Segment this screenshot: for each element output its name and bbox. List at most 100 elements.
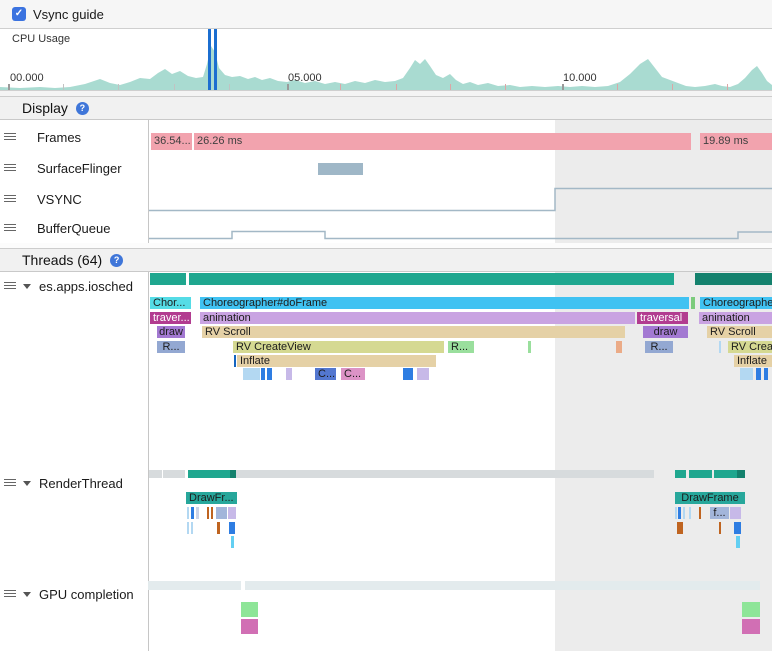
cpu-ticks-bar[interactable] xyxy=(63,84,64,90)
drag-handle-icon[interactable] xyxy=(4,163,16,173)
es-row6-bar[interactable] xyxy=(243,368,260,380)
es-row2-bar[interactable]: traver... xyxy=(150,312,191,324)
es-row1-bar[interactable]: Choreographer#doFrame xyxy=(700,297,772,309)
rt-row2-bar[interactable] xyxy=(675,507,677,519)
display-section-header[interactable]: Display ? xyxy=(0,96,772,120)
help-icon[interactable]: ? xyxy=(75,101,89,115)
cpu-ticks-bar[interactable] xyxy=(396,84,397,90)
thread-row-gpu-completion[interactable]: GPU completion xyxy=(0,584,148,604)
vsync-guide-checkbox[interactable]: ✓ xyxy=(12,7,26,21)
rt-row4-bar[interactable] xyxy=(736,536,740,548)
row-surfaceflinger[interactable]: SurfaceFlinger xyxy=(0,158,148,178)
frames-bar[interactable]: 26.26 ms xyxy=(194,133,691,150)
es-row4-bar[interactable]: R... xyxy=(448,341,474,353)
rt-row3-bar[interactable] xyxy=(719,522,721,534)
es-row1-bar[interactable]: Choreographer#doFrame xyxy=(200,297,689,309)
thread-row-renderthread[interactable]: RenderThread xyxy=(0,473,148,493)
rt-state-bar[interactable] xyxy=(188,470,230,478)
es-row3-bar[interactable]: draw xyxy=(157,326,185,338)
es-row2-bar[interactable]: animation xyxy=(200,312,635,324)
rt-state-bar[interactable] xyxy=(714,470,737,478)
es-row3-bar[interactable]: RV Scroll xyxy=(707,326,772,338)
rt-row1-bar[interactable]: DrawFr... xyxy=(186,492,237,504)
es-row5-bar[interactable] xyxy=(234,355,236,367)
rt-row3-bar[interactable] xyxy=(191,522,193,534)
surfaceflinger-bar[interactable] xyxy=(318,163,363,175)
gpu-boxes-bar[interactable] xyxy=(241,619,258,634)
rt-row3-bar[interactable] xyxy=(229,522,235,534)
threads-section-header[interactable]: Threads (64) ? xyxy=(0,248,772,272)
cpu-ticks-bar[interactable] xyxy=(118,84,119,90)
cpu-ticks-bar[interactable] xyxy=(505,84,506,90)
rt-row2-bar[interactable] xyxy=(216,507,227,519)
rt-state-bar[interactable] xyxy=(737,470,745,478)
gpu-boxes-bar[interactable] xyxy=(742,619,760,634)
es-state-bar[interactable] xyxy=(189,273,674,285)
es-row4-bar[interactable] xyxy=(528,341,531,353)
cpu-ticks-bar[interactable] xyxy=(340,84,341,90)
es-row4-bar[interactable] xyxy=(616,341,622,353)
help-icon[interactable]: ? xyxy=(110,253,124,267)
es-row6-bar[interactable] xyxy=(403,368,413,380)
es-row1-bar[interactable]: Chor... xyxy=(150,297,191,309)
es-row3-bar[interactable]: draw xyxy=(643,326,688,338)
rt-row2-bar[interactable] xyxy=(689,507,691,519)
collapse-arrow-icon[interactable] xyxy=(23,283,31,289)
rt-row3-bar[interactable] xyxy=(734,522,741,534)
drag-handle-icon[interactable] xyxy=(4,194,16,204)
cpu-ticks-bar[interactable] xyxy=(617,84,618,90)
rt-row2-bar[interactable] xyxy=(730,507,741,519)
cpu-ticks-bar[interactable] xyxy=(727,84,728,90)
es-row2-bar[interactable]: animation xyxy=(699,312,772,324)
collapse-arrow-icon[interactable] xyxy=(23,591,31,597)
es-row4-bar[interactable]: RV CreateView xyxy=(728,341,772,353)
rt-row2-bar[interactable] xyxy=(699,507,701,519)
cpu-guides-bar[interactable] xyxy=(208,29,211,90)
rt-row3-bar[interactable] xyxy=(217,522,220,534)
es-row6-bar[interactable] xyxy=(740,368,753,380)
rt-state-bar[interactable] xyxy=(149,470,162,478)
rt-state-bar[interactable] xyxy=(236,470,654,478)
drag-handle-icon[interactable] xyxy=(4,223,16,233)
rt-row2-bar[interactable]: f... xyxy=(710,507,729,519)
rt-row2-bar[interactable] xyxy=(228,507,236,519)
rt-state-bar[interactable] xyxy=(675,470,686,478)
es-row4-bar[interactable]: RV CreateView xyxy=(233,341,444,353)
rt-row2-bar[interactable] xyxy=(196,507,199,519)
es-row4-bar[interactable] xyxy=(719,341,721,353)
es-row1-bar[interactable] xyxy=(691,297,695,309)
es-state-bar[interactable] xyxy=(695,273,772,285)
frames-bar[interactable]: 36.54... xyxy=(151,133,192,150)
cpu-ticks-bar[interactable] xyxy=(229,84,230,90)
rt-state-bar[interactable] xyxy=(689,470,712,478)
cpu-ticks-bar[interactable] xyxy=(562,84,564,90)
rt-row2-bar[interactable] xyxy=(683,507,685,519)
es-row4-bar[interactable]: R... xyxy=(157,341,185,353)
collapse-arrow-icon[interactable] xyxy=(23,480,31,486)
cpu-ticks-bar[interactable] xyxy=(450,84,451,90)
rt-row3-bar[interactable] xyxy=(187,522,189,534)
es-row6-bar[interactable]: C... xyxy=(315,368,336,380)
thread-row-es-apps-iosched[interactable]: es.apps.iosched xyxy=(0,276,148,296)
cpu-ticks-bar[interactable] xyxy=(287,84,289,90)
es-row2-bar[interactable]: traversal xyxy=(637,312,688,324)
rt-state-bar[interactable] xyxy=(163,470,185,478)
es-row6-bar[interactable] xyxy=(261,368,265,380)
frames-bar[interactable]: 19.89 ms xyxy=(700,133,772,150)
drag-handle-icon[interactable] xyxy=(4,589,16,599)
rt-state-bar[interactable] xyxy=(230,470,236,478)
rt-row4-bar[interactable] xyxy=(231,536,234,548)
row-frames[interactable]: Frames xyxy=(0,127,148,147)
rt-row2-bar[interactable] xyxy=(211,507,213,519)
es-row6-bar[interactable] xyxy=(417,368,429,380)
es-row6-bar[interactable] xyxy=(756,368,761,380)
rt-row2-bar[interactable] xyxy=(207,507,209,519)
gpu-boxes-bar[interactable] xyxy=(241,602,258,617)
es-row6-bar[interactable] xyxy=(764,368,768,380)
cpu-ticks-bar[interactable] xyxy=(8,84,10,90)
es-row5-bar[interactable]: Inflate xyxy=(237,355,436,367)
cpu-ticks-bar[interactable] xyxy=(174,84,175,90)
es-row3-bar[interactable]: RV Scroll xyxy=(202,326,625,338)
drag-handle-icon[interactable] xyxy=(4,478,16,488)
row-vsync[interactable]: VSYNC xyxy=(0,189,148,209)
